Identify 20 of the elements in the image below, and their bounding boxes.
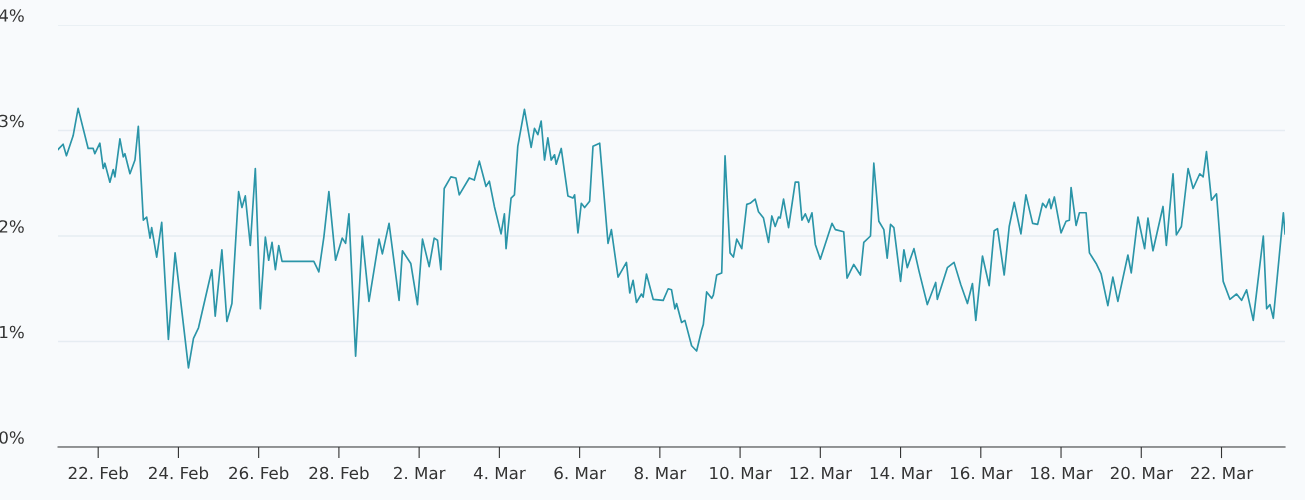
x-tick-label: 20. Mar [1110,466,1173,480]
x-tick-label: 14. Mar [870,466,933,480]
x-tick-label: 28. Feb [309,466,369,480]
x-tick-label: 26. Feb [229,466,289,480]
y-tick-label: 0% [0,431,24,444]
x-tick-label: 22. Mar [1191,466,1254,480]
x-tick-label: 12. Mar [790,466,852,480]
x-tick-label: 10. Mar [710,466,772,480]
x-tick-label: 18. Mar [1031,466,1093,480]
x-tick-label: 6. Mar [554,466,606,480]
y-tick-label: 4% [0,9,24,22]
x-tick-label: 2. Mar [394,466,446,480]
y-tick-label: 3% [0,114,24,128]
x-tick-label: 24. Feb [149,466,209,480]
y-tick-label: 1% [0,325,24,339]
y-tick-label: 2% [0,220,24,233]
x-tick-label: 16. Mar [951,466,1013,480]
x-tick-label: 4. Mar [473,466,526,480]
x-tick-label: 8. Mar [634,466,687,480]
x-tick-label: 22. Feb [68,466,128,480]
